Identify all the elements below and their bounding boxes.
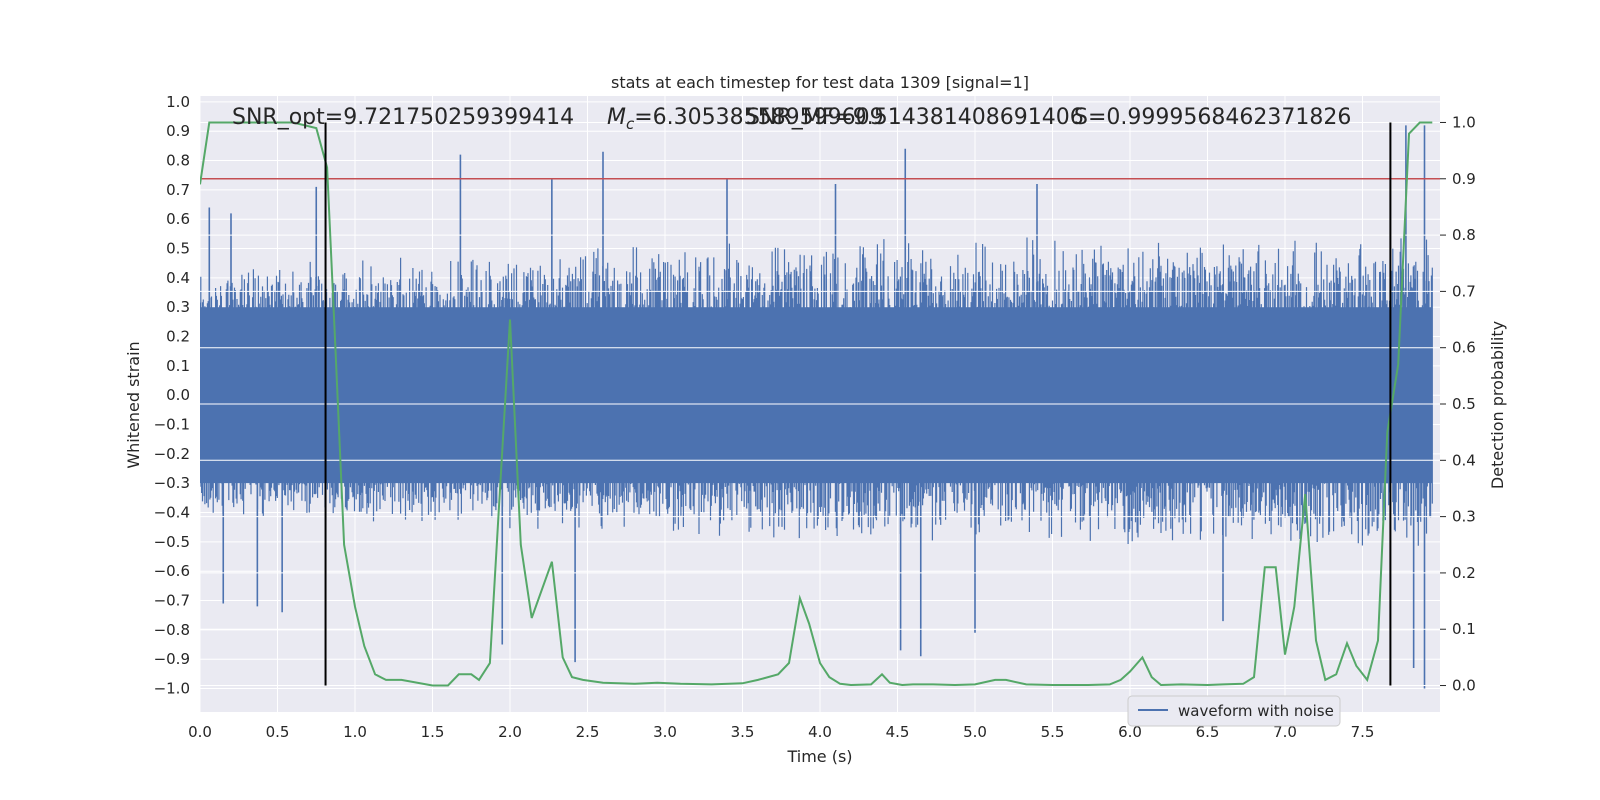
y-tick-label: 0.2: [166, 328, 190, 346]
y-tick-label: −0.1: [154, 416, 190, 434]
y-tick-label: −0.2: [154, 445, 190, 463]
y-tick-label: 1.0: [166, 93, 190, 111]
waveform-core: [200, 307, 1433, 484]
x-tick-label: 3.0: [653, 723, 677, 741]
snr-mf-annotation: SNR_MF=9.514381408691406: [746, 105, 1084, 130]
y-tick-label: 0.7: [166, 181, 190, 199]
y-ticks: 1.0 0.9 0.8 0.7 0.6 0.5 0.4 0.3 0.2 0.1 0.0 −0.1 −0.…: [154, 93, 190, 698]
snr-opt-annotation: SNR_opt=9.721750259399414: [232, 105, 574, 130]
waveform-series: [200, 121, 1440, 689]
y2-tick-label: 0.5: [1452, 395, 1476, 413]
y-tick-label: −0.5: [154, 533, 190, 551]
event-lines: [324, 122, 1392, 686]
y-tick-label: −0.9: [154, 650, 190, 668]
y-tick-label: 0.1: [166, 357, 190, 375]
x-tick-label: 1.0: [343, 723, 367, 741]
s-annotation: S=0.9999568462371826: [1074, 105, 1351, 130]
y-tick-label: −0.6: [154, 562, 190, 580]
y-tick-label: 0.0: [166, 386, 190, 404]
y2-tick-label: 0.7: [1452, 282, 1476, 300]
x-tick-label: 3.5: [731, 723, 755, 741]
y-tick-label: −0.8: [154, 621, 190, 639]
y-tick-label: 0.5: [166, 240, 190, 258]
y2-tick-label: 0.9: [1452, 170, 1476, 188]
y-tick-label: 0.4: [166, 269, 190, 287]
mc-value: =6.305385589599609: [634, 105, 883, 130]
y-axis-label: Whitened strain: [124, 341, 143, 468]
x-tick-label: 0.0: [188, 723, 212, 741]
y2-axis-label: Detection probability: [1488, 321, 1507, 489]
y-tick-label: 0.9: [166, 122, 190, 140]
probability-layer: [200, 121, 1433, 687]
x-tick-label: 2.5: [576, 723, 600, 741]
x-tick-label: 5.0: [963, 723, 987, 741]
mc-annotation: Mc=6.305385589599609: [607, 105, 884, 133]
x-tick-label: 4.5: [886, 723, 910, 741]
legend: waveform with noise: [1127, 695, 1341, 727]
y-tick-label: 0.3: [166, 298, 190, 316]
y2-tick-label: 0.0: [1452, 677, 1476, 695]
x-tick-label: 4.0: [808, 723, 832, 741]
x-tick-label: 6.5: [1196, 723, 1220, 741]
x-tick-label: 7.5: [1351, 723, 1375, 741]
y-tick-label: −0.7: [154, 592, 190, 610]
y-tick-label: 0.8: [166, 152, 190, 170]
y2-tick-label: 0.4: [1452, 451, 1476, 469]
legend-box: [1127, 695, 1341, 727]
y2-tick-label: 0.1: [1452, 620, 1476, 638]
y2-ticks: 0.0 0.1 0.2 0.3 0.4 0.5 0.6 0.7 0.8 0.9 1.0: [1440, 113, 1476, 695]
x-tick-label: 1.5: [421, 723, 445, 741]
mc-subscript: c: [626, 115, 635, 133]
y2-tick-label: 0.6: [1452, 339, 1476, 357]
x-tick-label: 5.5: [1041, 723, 1065, 741]
detection-probability-line: [200, 121, 1433, 687]
y-tick-label: −0.4: [154, 504, 190, 522]
legend-label: waveform with noise: [1178, 702, 1334, 720]
y2-tick-label: 0.8: [1452, 226, 1476, 244]
x-axis-label: Time (s): [786, 747, 852, 766]
y-tick-label: 0.6: [166, 210, 190, 228]
x-tick-label: 2.0: [498, 723, 522, 741]
y-tick-label: −1.0: [154, 680, 190, 698]
x-tick-label: 7.0: [1273, 723, 1297, 741]
y2-tick-label: 0.3: [1452, 508, 1476, 526]
chart-title: stats at each timestep for test data 130…: [611, 73, 1029, 92]
mc-symbol: M: [607, 105, 626, 130]
x-tick-label: 6.0: [1118, 723, 1142, 741]
y2-tick-label: 1.0: [1452, 113, 1476, 131]
x-ticks: 0.0 0.5 1.0 1.5 2.0 2.5 3.0 3.5 4.0 4.5 5.0 5.5 6.0 6…: [188, 723, 1374, 741]
y-tick-label: −0.3: [154, 474, 190, 492]
x-tick-label: 0.5: [266, 723, 290, 741]
y2-tick-label: 0.2: [1452, 564, 1476, 582]
